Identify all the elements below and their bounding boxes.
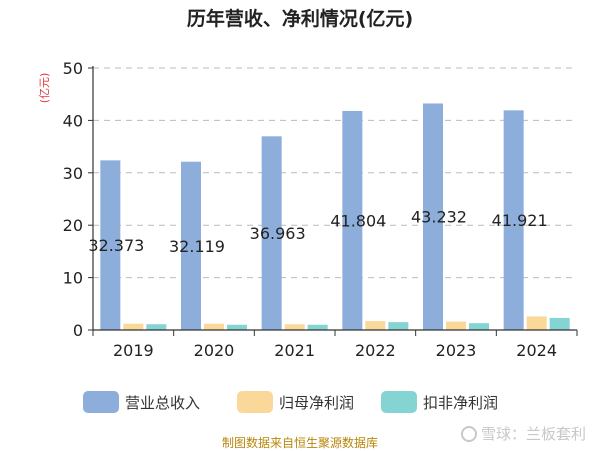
bar-revenue-2020[interactable] (181, 161, 201, 330)
y-tick-label: 30 (63, 164, 83, 183)
bar-revenue-2024[interactable] (503, 110, 524, 331)
bar-net-profit-2024[interactable] (526, 316, 547, 330)
x-tick-label: 2022 (355, 341, 396, 360)
y-tick-label: 0 (73, 321, 83, 340)
x-tick-label: 2021 (274, 341, 315, 360)
legend-item-net-profit[interactable]: 归母净利润 (237, 388, 354, 416)
y-tick-label: 40 (63, 111, 83, 130)
bar-net-profit-2023[interactable] (446, 321, 466, 330)
bars (100, 103, 570, 331)
x-tick-label: 2024 (516, 341, 557, 360)
legend-label-non-gaap-profit: 扣非净利润 (423, 393, 499, 412)
bar-non-gaap-profit-2022[interactable] (388, 322, 409, 330)
chart-title: 历年营收、净利情况(亿元) (187, 7, 413, 30)
axes: 0 10 20 30 40 50 2019 2020 2021 2022 2023 2024 (63, 59, 578, 360)
watermark-text: 雪球：兰板套利 (480, 425, 586, 443)
bar-non-gaap-profit-2023[interactable] (469, 323, 489, 330)
data-source-note: 制图数据来自恒生聚源数据库 (221, 436, 378, 450)
legend-item-non-gaap-profit[interactable]: 扣非净利润 (381, 388, 498, 416)
data-label-2019: 32.373 (88, 236, 144, 255)
y-tick-label: 20 (63, 216, 83, 235)
legend-swatch-net-profit (237, 391, 273, 413)
bar-net-profit-2019[interactable] (123, 323, 144, 330)
x-tick-label: 2019 (113, 341, 154, 360)
data-label-2021: 36.963 (250, 224, 306, 243)
data-label-2022: 41.804 (330, 211, 386, 230)
x-tick-label: 2020 (194, 341, 235, 360)
legend-item-revenue[interactable]: 营业总收入 (83, 388, 200, 416)
data-label-2023: 43.232 (411, 208, 467, 227)
bar-non-gaap-profit-2021[interactable] (307, 324, 328, 330)
data-label-2020: 32.119 (169, 237, 225, 256)
data-labels: 32.373 32.119 36.963 41.804 43.232 41.921 (88, 208, 547, 256)
legend-swatch-non-gaap-profit (381, 391, 417, 413)
y-axis-unit-label: (亿元) (38, 73, 51, 104)
data-label-2024: 41.921 (492, 211, 548, 230)
bar-net-profit-2021[interactable] (284, 324, 305, 330)
bar-net-profit-2020[interactable] (204, 323, 224, 330)
grid-lines (93, 67, 577, 279)
bar-revenue-2019[interactable] (100, 160, 121, 330)
legend: 营业总收入 归母净利润 扣非净利润 (0, 388, 600, 416)
y-tick-label: 10 (63, 269, 83, 288)
bar-revenue-2021[interactable] (261, 136, 282, 330)
bar-non-gaap-profit-2019[interactable] (146, 324, 167, 330)
x-tick-label: 2023 (436, 341, 477, 360)
legend-label-net-profit: 归母净利润 (279, 393, 355, 412)
legend-label-revenue: 营业总收入 (125, 393, 201, 412)
bar-revenue-2023[interactable] (423, 103, 443, 330)
bar-non-gaap-profit-2024[interactable] (549, 317, 570, 330)
bar-non-gaap-profit-2020[interactable] (227, 324, 247, 330)
bar-revenue-2022[interactable] (342, 110, 363, 330)
legend-swatch-revenue (83, 391, 119, 413)
snowball-logo-icon (460, 425, 477, 442)
bar-net-profit-2022[interactable] (365, 321, 386, 330)
y-tick-label: 50 (63, 59, 83, 78)
watermark: 雪球：兰板套利 (460, 423, 586, 444)
